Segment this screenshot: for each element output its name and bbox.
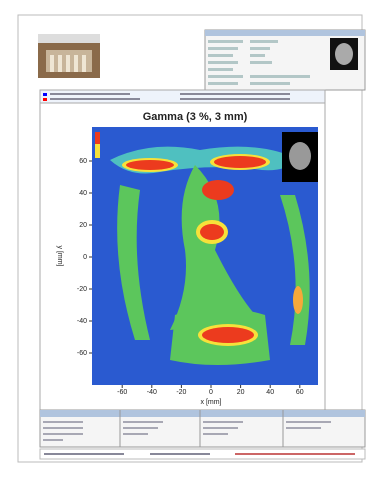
plot-title: Gamma (3 %, 3 mm) [143,111,248,123]
info-table [204,29,366,91]
y-axis-label: y [mm] [56,246,63,267]
y-tick-label: 60 [79,158,87,165]
x-tick-label: 60 [296,389,304,396]
summary-table [39,409,366,448]
x-axis-label: x [mm] [201,399,222,406]
footer [39,448,366,460]
y-tick-label: -20 [77,286,87,293]
x-tick-label: -60 [117,389,127,396]
y-tick-label: 0 [83,254,87,261]
x-tick-label: 40 [266,389,274,396]
legend-strip [39,89,326,104]
x-tick-label: -20 [176,389,186,396]
y-tick-label: -60 [77,350,87,357]
x-tick-label: 0 [209,389,213,396]
gamma-map [92,127,318,385]
y-tick-label: -40 [77,318,87,325]
y-tick-label: 40 [79,190,87,197]
x-tick-label: 20 [237,389,245,396]
x-tick-label: -40 [147,389,157,396]
y-tick-label: 20 [79,222,87,229]
logo [38,34,100,78]
